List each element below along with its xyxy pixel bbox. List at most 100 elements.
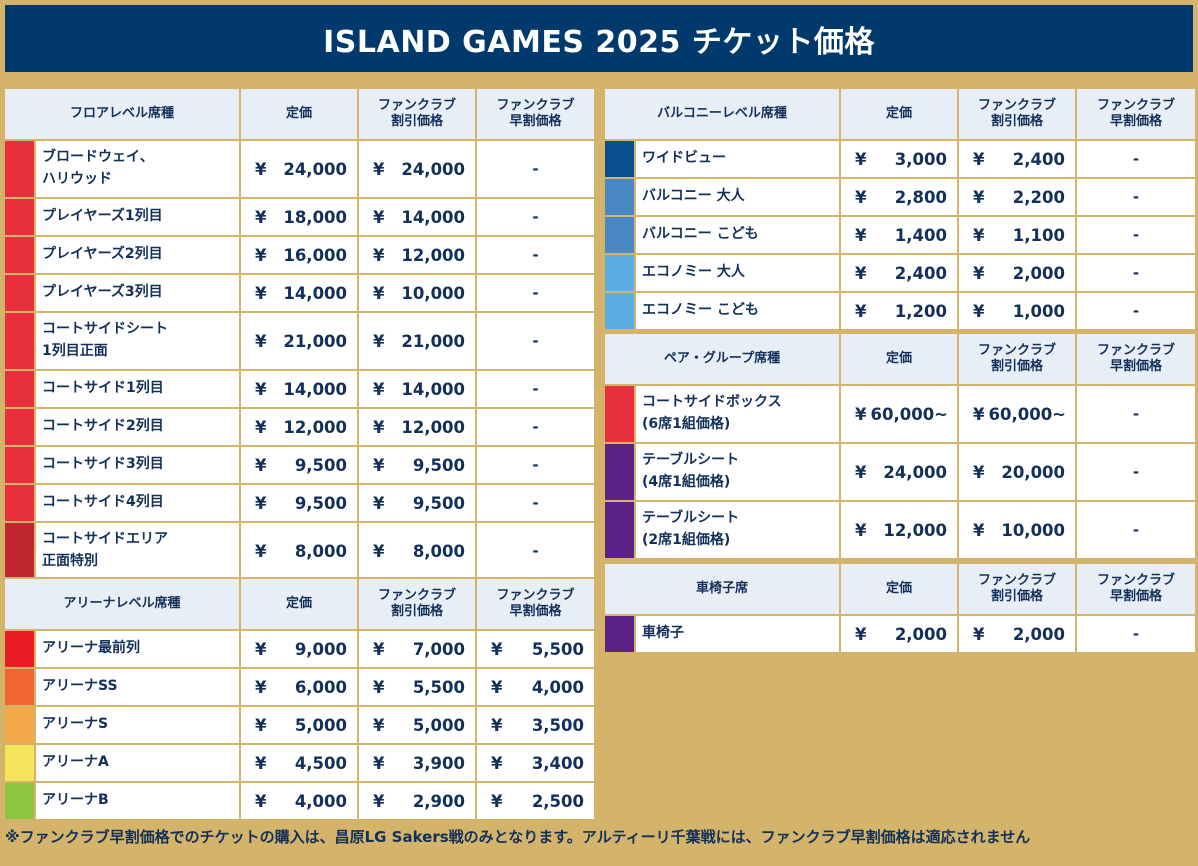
yen-symbol: ¥ <box>855 263 867 283</box>
seat-color-swatch <box>3 311 36 371</box>
footnote: ※ファンクラブ早割価格でのチケットの購入は、昌原LG Sakers戦のみとなりま… <box>5 828 1031 846</box>
yen-symbol: ¥ <box>855 149 867 169</box>
seat-color-swatch <box>603 177 636 217</box>
yen-symbol: ¥ <box>255 159 267 179</box>
yen-symbol: ¥ <box>491 715 503 735</box>
table-row: テーブルシート (2席1組価格) ¥12,000 ¥10,000- <box>603 500 1198 560</box>
seat-name: アリーナA <box>33 743 242 783</box>
seat-color-swatch <box>3 667 36 707</box>
regular-price-value: 1,200 <box>894 301 947 321</box>
regular-price-value: 4,000 <box>294 791 348 811</box>
yen-symbol: ¥ <box>373 379 385 399</box>
fan-early-price: ¥2,500 <box>475 781 597 821</box>
regular-price-value: 16,000 <box>283 245 348 265</box>
fan-early-price-value: 4,000 <box>531 677 585 697</box>
regular-price: ¥14,000 <box>239 273 360 313</box>
yen-symbol: ¥ <box>373 331 385 351</box>
yen-symbol: ¥ <box>855 187 867 207</box>
balcony-price-table: バルコニーレベル席種 定価 ファンクラブ 割引価格 ファンクラブ 早割価格 ワイドビュー… <box>603 87 1197 331</box>
yen-symbol: ¥ <box>255 331 267 351</box>
regular-price: ¥9,500 <box>239 445 360 485</box>
seat-color-swatch <box>603 291 636 331</box>
regular-price: ¥2,000 <box>839 614 960 654</box>
yen-symbol: ¥ <box>491 753 503 773</box>
fan-discount-price-value: 1,100 <box>1012 225 1065 245</box>
yen-symbol: ¥ <box>255 541 267 561</box>
yen-symbol: ¥ <box>973 404 985 424</box>
fan-early-price: - <box>475 445 597 485</box>
fan-early-price: - <box>1075 177 1197 217</box>
regular-price-value: 18,000 <box>283 207 348 227</box>
yen-symbol: ¥ <box>373 639 385 659</box>
header-price: 定価 <box>839 332 960 386</box>
regular-price-value: 6,000 <box>294 677 348 697</box>
regular-price: ¥21,000 <box>239 311 360 371</box>
yen-symbol: ¥ <box>973 520 985 540</box>
seat-color-swatch <box>603 384 636 444</box>
seat-color-swatch <box>3 407 36 447</box>
header-fan-discount: ファンクラブ 割引価格 <box>957 562 1078 616</box>
table-row: コートサイド1列目 ¥14,000 ¥14,000- <box>3 369 597 409</box>
regular-price-value: 9,000 <box>294 639 348 659</box>
fan-early-price: - <box>1075 442 1198 502</box>
fan-early-price: - <box>1075 139 1197 179</box>
table-row: アリーナ最前列 ¥9,000 ¥7,000 ¥5,500 <box>3 629 597 669</box>
table-row: アリーナS ¥5,000 ¥5,000 ¥3,500 <box>3 705 597 745</box>
table-header-row: バルコニーレベル席種 定価 ファンクラブ 割引価格 ファンクラブ 早割価格 <box>603 87 1197 141</box>
seat-color-swatch <box>603 215 636 255</box>
regular-price-value: 2,800 <box>894 187 947 207</box>
seat-color-swatch <box>603 442 636 502</box>
fan-early-price: - <box>475 311 597 371</box>
fan-discount-price-value: 8,000 <box>412 541 466 561</box>
seat-color-swatch <box>3 743 36 783</box>
fan-early-price-value: 3,500 <box>531 715 585 735</box>
fan-early-price: - <box>1075 500 1198 560</box>
fan-discount-price: ¥20,000 <box>957 442 1078 502</box>
seat-name: アリーナB <box>33 781 242 821</box>
yen-symbol: ¥ <box>255 753 267 773</box>
seat-name: コートサイド1列目 <box>33 369 242 409</box>
table-row: テーブルシート (4席1組価格) ¥24,000 ¥20,000- <box>603 442 1198 502</box>
yen-symbol: ¥ <box>255 417 267 437</box>
table-row: コートサイドボックス (6席1組価格) ¥60,000~ ¥60,000~ - <box>603 384 1198 444</box>
fan-early-price: ¥4,000 <box>475 667 597 707</box>
fan-discount-price: ¥3,900 <box>357 743 478 783</box>
header-fan-discount: ファンクラブ 割引価格 <box>957 332 1078 386</box>
fan-early-price: - <box>475 235 597 275</box>
seat-color-swatch <box>3 369 36 409</box>
header-fan-discount: ファンクラブ 割引価格 <box>357 87 478 141</box>
yen-symbol: ¥ <box>855 225 867 245</box>
yen-symbol: ¥ <box>491 639 503 659</box>
fan-discount-price-value: 2,900 <box>412 791 466 811</box>
seat-color-swatch <box>603 614 636 654</box>
yen-symbol: ¥ <box>373 791 385 811</box>
fan-discount-price-value: 2,000 <box>1012 624 1066 644</box>
seat-color-swatch <box>3 705 36 745</box>
fan-discount-price: ¥1,000 <box>957 291 1077 331</box>
arena-price-table: アリーナレベル席種 定価 ファンクラブ 割引価格 ファンクラブ 早割価格 アリーナ最前列… <box>2 577 597 821</box>
section-label: ペア・グループ席種 <box>602 332 842 386</box>
fan-early-price: - <box>475 369 597 409</box>
fan-early-price: - <box>475 521 597 581</box>
yen-symbol: ¥ <box>855 301 867 321</box>
regular-price-value: 14,000 <box>283 379 348 399</box>
fan-discount-price-value: 2,400 <box>1012 149 1065 169</box>
regular-price: ¥1,200 <box>839 291 959 331</box>
seat-name: ブロードウェイ、 ハリウッド <box>33 139 242 199</box>
fan-discount-price: ¥10,000 <box>357 273 478 313</box>
seat-name: コートサイド3列目 <box>33 445 242 485</box>
seat-name: バルコニー こども <box>634 215 841 255</box>
regular-price-value: 2,000 <box>894 624 948 644</box>
fan-discount-price: ¥12,000 <box>357 235 478 275</box>
seat-name: アリーナ最前列 <box>33 629 242 669</box>
table-row: プレイヤーズ3列目 ¥14,000 ¥10,000- <box>3 273 597 313</box>
regular-price: ¥12,000 <box>839 500 960 560</box>
fan-early-price: - <box>1075 614 1198 654</box>
fan-discount-price: ¥60,000~ <box>957 384 1078 444</box>
yen-symbol: ¥ <box>373 677 385 697</box>
yen-symbol: ¥ <box>373 159 385 179</box>
pair-group-price-table: ペア・グループ席種 定価 ファンクラブ 割引価格 ファンクラブ 早割価格 コートサイドボ… <box>602 332 1198 560</box>
seat-name: バルコニー 大人 <box>634 177 841 217</box>
header-fan-early: ファンクラブ 早割価格 <box>1075 332 1198 386</box>
seat-color-swatch <box>3 139 36 199</box>
